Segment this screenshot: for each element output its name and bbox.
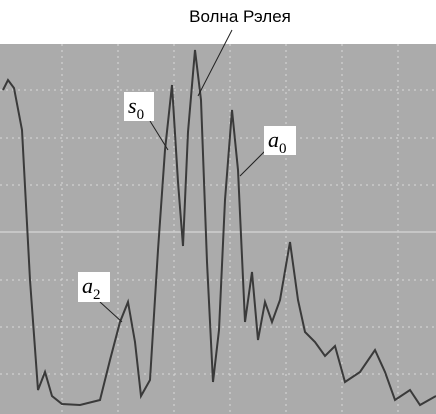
label-a0: a0 [264, 126, 296, 157]
letter: s [128, 93, 137, 118]
oscillogram-figure: Волна Рэлея s0 a0 a2 [0, 0, 436, 414]
letter: a [268, 127, 279, 152]
letter: a [82, 273, 93, 298]
label-a2: a2 [78, 272, 110, 303]
subscript: 0 [137, 107, 145, 123]
title: Волна Рэлея [189, 7, 291, 26]
screen [0, 44, 436, 414]
subscript: 2 [93, 287, 101, 303]
subscript: 0 [279, 141, 287, 157]
label-s0: s0 [124, 92, 154, 123]
